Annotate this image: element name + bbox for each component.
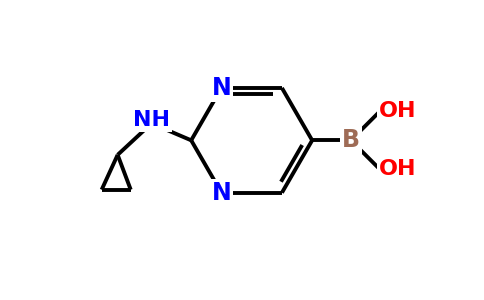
Text: OH: OH (378, 101, 416, 121)
Text: N: N (212, 181, 231, 205)
Text: NH: NH (133, 110, 170, 130)
Text: OH: OH (378, 159, 416, 179)
Text: B: B (342, 128, 360, 152)
Text: N: N (212, 76, 231, 100)
